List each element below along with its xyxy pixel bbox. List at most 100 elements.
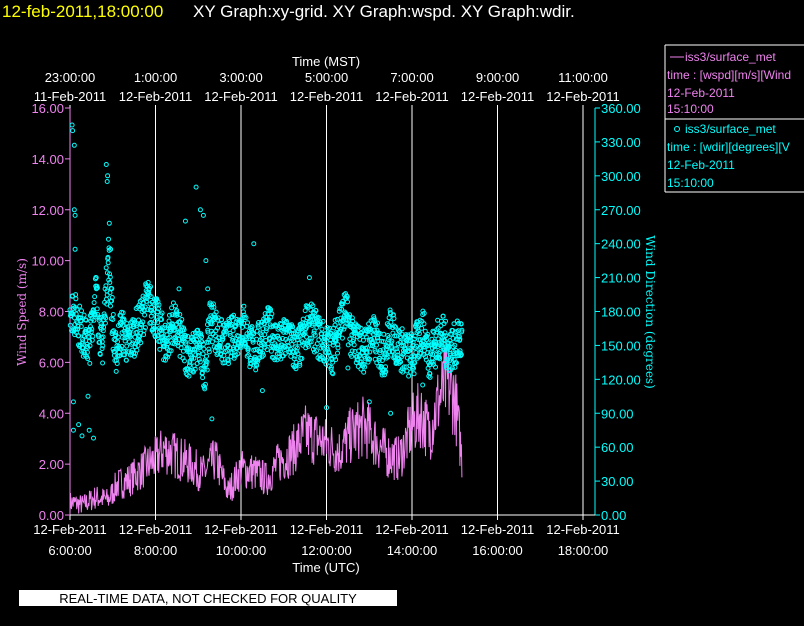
y-right-tick-label: 300.00	[601, 169, 641, 184]
wind-direction-point	[446, 345, 452, 351]
wind-direction-point	[171, 327, 177, 333]
wind-direction-point	[230, 328, 236, 334]
wind-direction-point	[97, 339, 103, 345]
wind-direction-point	[127, 329, 133, 335]
legend-wspd-date: 12-Feb-2011	[667, 86, 735, 100]
wind-direction-point	[388, 311, 394, 317]
wind-direction-point	[113, 330, 119, 336]
wind-direction-point	[385, 354, 391, 360]
wind-direction-point	[406, 373, 412, 379]
wind-direction-point	[265, 341, 271, 347]
header-graph-list: XY Graph:xy-grid. XY Graph:wspd. XY Grap…	[193, 2, 575, 21]
wind-direction-point	[419, 325, 425, 331]
wind-direction-point	[254, 363, 260, 368]
wind-direction-outlier	[70, 128, 76, 134]
wind-direction-point	[142, 325, 148, 331]
y-right-tick-label: 0.00	[601, 508, 626, 523]
wind-direction-point	[125, 324, 131, 330]
wind-direction-point	[88, 329, 94, 335]
wind-direction-point	[199, 334, 205, 340]
wind-direction-point	[83, 317, 89, 323]
wind-direction-point	[409, 345, 415, 351]
wind-direction-point	[119, 334, 125, 340]
wind-direction-point	[387, 349, 393, 355]
wind-direction-point	[186, 373, 192, 379]
wind-direction-point	[332, 354, 337, 360]
wind-direction-point	[200, 351, 206, 357]
wind-direction-point	[194, 341, 200, 347]
wind-direction-point	[335, 350, 340, 356]
wind-direction-point	[414, 330, 420, 335]
wind-direction-point	[449, 365, 455, 371]
wind-direction-point	[147, 320, 153, 326]
wind-direction-point	[166, 348, 172, 354]
wind-direction-point	[196, 350, 201, 356]
wind-direction-outlier	[86, 427, 92, 433]
wind-direction-outlier	[200, 212, 206, 218]
wind-direction-point	[434, 355, 439, 361]
wind-direction-point	[90, 333, 96, 339]
wind-direction-point	[78, 324, 84, 329]
wind-direction-point	[202, 366, 208, 372]
wind-direction-point	[259, 335, 265, 341]
wind-direction-outlier	[104, 179, 110, 184]
wind-direction-point	[181, 327, 187, 333]
wind-direction-point	[93, 275, 99, 281]
wind-direction-point	[201, 346, 207, 352]
wind-direction-point	[338, 326, 344, 332]
x-tick-date: 12-Feb-2011	[119, 522, 192, 537]
wind-direction-point	[392, 323, 397, 329]
y-right-tick-label: 270.00	[601, 203, 641, 218]
y-right-tick-label: 210.00	[601, 271, 641, 286]
wind-direction-point	[104, 301, 110, 307]
x-tick-time: 10:00:00	[216, 543, 267, 558]
wind-direction-outlier	[345, 365, 351, 371]
wind-direction-point	[432, 343, 438, 349]
wind-direction-point	[443, 333, 449, 339]
wind-direction-point	[374, 342, 379, 348]
wind-direction-point	[153, 314, 159, 320]
y-left-tick-label: 10.00	[31, 254, 64, 269]
top-tick-date: 11-Feb-2011	[34, 89, 107, 104]
wind-direction-point	[418, 350, 424, 356]
y-left-tick-label: 4.00	[39, 406, 64, 421]
wind-direction-point	[363, 334, 369, 340]
wind-direction-point	[278, 348, 284, 354]
wind-direction-point	[97, 351, 103, 357]
wind-direction-point	[172, 303, 178, 309]
wind-direction-point	[355, 323, 361, 329]
wind-direction-point	[192, 347, 198, 353]
wind-direction-point	[422, 328, 428, 334]
wind-direction-point	[328, 364, 334, 370]
wind-direction-point	[329, 370, 335, 376]
wind-direction-point	[94, 285, 100, 291]
wind-direction-outlier	[203, 258, 209, 264]
wind-direction-point	[220, 336, 226, 342]
wind-direction-point	[195, 327, 201, 333]
wind-direction-point	[87, 360, 93, 366]
wind-direction-point	[165, 341, 171, 347]
wind-direction-point	[355, 364, 361, 369]
wind-direction-point	[219, 317, 225, 323]
wind-direction-point	[242, 341, 248, 347]
wind-direction-outlier	[69, 122, 75, 128]
wind-direction-point	[253, 367, 259, 373]
wind-direction-point	[207, 334, 213, 340]
wind-direction-point	[351, 337, 357, 343]
wind-direction-point	[272, 357, 278, 363]
wind-direction-outlier	[420, 382, 426, 388]
wind-direction-point	[444, 358, 450, 364]
left-axis-title: Wind Speed (m/s)	[15, 258, 29, 366]
disclaimer-text: REAL-TIME DATA, NOT CHECKED FOR QUALITY	[59, 591, 357, 606]
wind-direction-point	[257, 355, 263, 361]
wind-direction-point	[383, 369, 389, 375]
wind-direction-point	[250, 339, 256, 345]
wind-direction-point	[203, 362, 209, 368]
wind-direction-point	[102, 320, 108, 326]
wind-direction-point	[75, 323, 81, 329]
wind-direction-point	[309, 335, 315, 341]
wind-direction-point	[204, 359, 210, 365]
wind-direction-point	[319, 326, 325, 332]
wind-direction-point	[150, 310, 156, 315]
wind-direction-point	[437, 349, 443, 355]
